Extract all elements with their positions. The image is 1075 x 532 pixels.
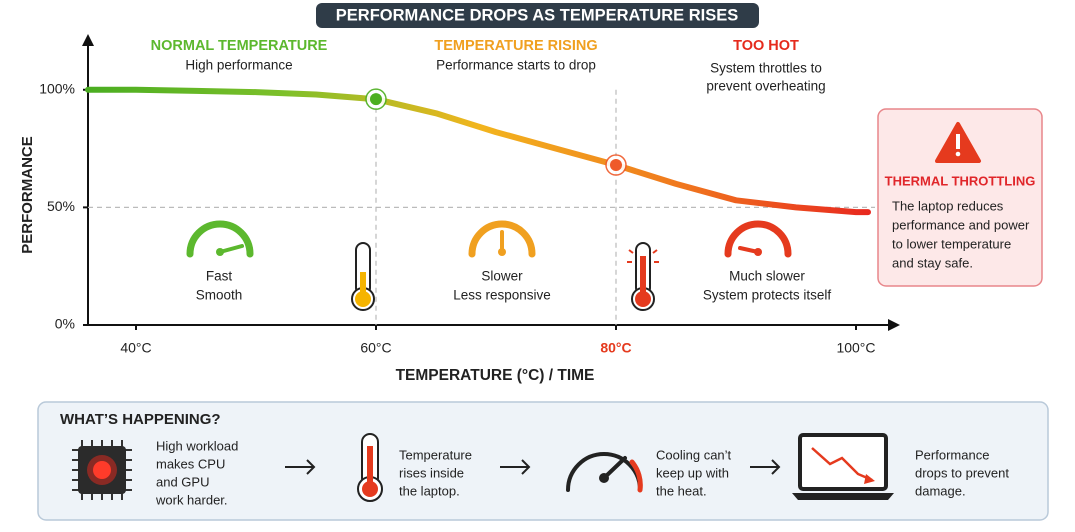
zone-caption: Slower: [481, 269, 523, 284]
y-tick-label: 100%: [39, 80, 75, 96]
zone-caption: Fast: [206, 269, 233, 284]
x-tick-label: 80°C: [600, 340, 631, 356]
zone-caption: Much slower: [729, 269, 805, 284]
step-text: Cooling can’t: [656, 447, 732, 462]
zone-title: NORMAL TEMPERATURE: [151, 38, 328, 54]
zone-caption: System protects itself: [703, 288, 832, 303]
zone-text: High performance: [185, 58, 292, 73]
step-text: Temperature: [399, 447, 472, 462]
callout-text: to lower temperature: [892, 236, 1011, 251]
step-text: the heat.: [656, 483, 707, 498]
title-pill: [316, 3, 759, 28]
step-text: rises inside: [399, 465, 464, 480]
x-tick-label: 40°C: [120, 340, 151, 356]
step-text: and GPU: [156, 474, 209, 489]
x-tick-label: 60°C: [360, 340, 391, 356]
arrow: [285, 459, 781, 475]
callout-title: THERMAL THROTTLING: [885, 173, 1036, 188]
zone-title: TOO HOT: [733, 38, 799, 54]
zone-caption: Smooth: [196, 288, 243, 303]
warning-icon: [935, 122, 981, 163]
step-text: work harder.: [155, 492, 228, 507]
cpu-icon: [72, 440, 132, 500]
zone-text: System throttles to: [710, 61, 822, 76]
callout-text: The laptop reduces: [892, 198, 1004, 213]
step-text: Performance: [915, 447, 989, 462]
gauge-icon: [186, 220, 792, 258]
process-panel: [37, 401, 1049, 521]
callout-text: performance and power: [892, 217, 1030, 232]
step-text: makes CPU: [156, 456, 225, 471]
marker: [370, 93, 382, 106]
y-tick-label: 50%: [47, 198, 75, 214]
zone-text: Performance starts to drop: [436, 58, 596, 73]
zone-text: prevent overheating: [706, 79, 825, 94]
x-axis-label: TEMPERATURE (°C) / TIME: [396, 367, 595, 384]
x-tick-label: 100°C: [836, 340, 875, 356]
step-text: damage.: [915, 483, 966, 498]
thermometer-icon: [351, 242, 659, 311]
callout-box: [877, 108, 1043, 287]
chart-title: PERFORMANCE DROPS AS TEMPERATURE RISES: [336, 6, 738, 24]
step-text: High workload: [156, 438, 238, 453]
step-text: drops to prevent: [915, 465, 1009, 480]
callout-text: and stay safe.: [892, 255, 973, 270]
gauge-icon: [566, 452, 643, 493]
zone-caption: Less responsive: [453, 288, 551, 303]
zone-title: TEMPERATURE RISING: [434, 38, 597, 54]
y-axis-label: PERFORMANCE: [19, 136, 36, 254]
performance-line: [85, 86, 871, 216]
step-text: keep up with: [656, 465, 729, 480]
step-text: the laptop.: [399, 483, 460, 498]
thermometer-icon: [357, 433, 383, 502]
laptop-icon: [792, 433, 894, 500]
highlight-point: [365, 88, 387, 110]
y-tick-label: 0%: [55, 316, 75, 332]
highlight-point: [605, 154, 627, 176]
panel-title: WHAT’S HAPPENING?: [60, 411, 221, 428]
marker: [610, 159, 622, 172]
